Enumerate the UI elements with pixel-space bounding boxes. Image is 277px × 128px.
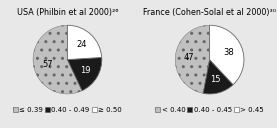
Wedge shape — [210, 25, 244, 85]
Text: 47: 47 — [184, 53, 194, 62]
Wedge shape — [175, 25, 210, 93]
Legend: < 0.40, 0.40 - 0.45, > 0.45: < 0.40, 0.40 - 0.45, > 0.45 — [155, 107, 264, 113]
Title: USA (Philbin et al 2000)²⁶: USA (Philbin et al 2000)²⁶ — [17, 8, 118, 17]
Text: 38: 38 — [223, 47, 234, 56]
Legend: ≤ 0.39, 0.40 - 0.49, ≥ 0.50: ≤ 0.39, 0.40 - 0.49, ≥ 0.50 — [13, 107, 122, 113]
Wedge shape — [203, 60, 233, 94]
Text: 57: 57 — [42, 60, 53, 69]
Wedge shape — [33, 25, 82, 94]
Wedge shape — [67, 57, 102, 91]
Text: 15: 15 — [210, 75, 220, 84]
Title: France (Cohen-Solal et al 2000)³⁰: France (Cohen-Solal et al 2000)³⁰ — [143, 8, 276, 17]
Wedge shape — [67, 25, 102, 60]
Text: 24: 24 — [76, 40, 87, 49]
Text: 19: 19 — [80, 66, 90, 75]
